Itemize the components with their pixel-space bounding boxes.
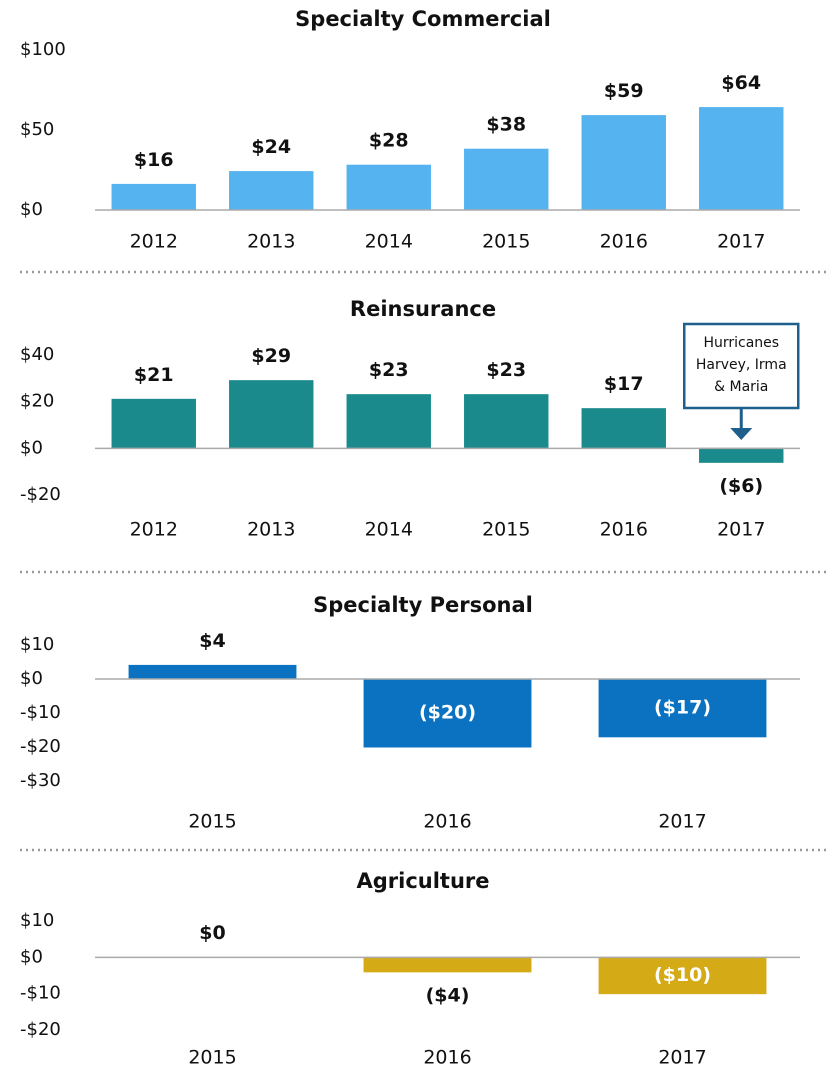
chart-title: Agriculture [356, 869, 489, 893]
value-label: $23 [369, 359, 409, 381]
value-label: $17 [604, 373, 644, 395]
annotation-text: & Maria [714, 379, 768, 395]
bar [464, 148, 549, 211]
y-tick-label: -$20 [20, 736, 61, 757]
x-tick-label: 2017 [658, 811, 706, 833]
value-label: $38 [486, 114, 526, 136]
value-label: ($6) [719, 475, 763, 497]
y-tick-label: -$20 [20, 1019, 61, 1040]
bar [464, 394, 549, 449]
x-tick-label: 2014 [365, 231, 413, 253]
bar [229, 380, 314, 449]
y-tick-label: $100 [20, 39, 66, 60]
y-tick-label: $0 [20, 199, 43, 220]
value-label: $59 [604, 80, 644, 102]
y-tick-label: $20 [20, 391, 54, 412]
x-tick-label: 2015 [482, 519, 530, 541]
bar [229, 171, 314, 211]
x-tick-label: 2016 [423, 811, 471, 833]
bar [581, 115, 666, 211]
bar [346, 164, 431, 211]
x-tick-label: 2013 [247, 519, 295, 541]
chart-title: Specialty Commercial [295, 7, 551, 31]
bar [581, 408, 666, 449]
x-tick-label: 2015 [188, 811, 236, 833]
value-label: $29 [251, 345, 291, 367]
x-tick-label: 2016 [423, 1047, 471, 1069]
x-tick-label: 2016 [600, 231, 648, 253]
value-label: $64 [721, 72, 761, 94]
annotation-text: Harvey, Irma [696, 357, 787, 373]
value-label: $28 [369, 130, 409, 152]
chart-title: Specialty Personal [313, 593, 533, 617]
x-tick-label: 2014 [365, 519, 413, 541]
y-tick-label: -$10 [20, 983, 61, 1004]
value-label: $23 [486, 359, 526, 381]
x-tick-label: 2013 [247, 231, 295, 253]
bar [111, 183, 196, 211]
value-label: $16 [134, 149, 174, 171]
y-tick-label: $0 [20, 946, 43, 967]
value-label: $21 [134, 364, 174, 386]
y-tick-label: $40 [20, 344, 54, 365]
bar [128, 664, 297, 680]
y-tick-label: $10 [20, 910, 54, 931]
x-tick-label: 2012 [130, 231, 178, 253]
value-label: ($17) [654, 696, 711, 718]
bar [363, 678, 532, 748]
bar [363, 956, 532, 973]
value-label: ($10) [654, 964, 711, 986]
y-tick-label: $0 [20, 437, 43, 458]
y-tick-label: $0 [20, 668, 43, 689]
value-label: ($4) [426, 984, 470, 1006]
annotation-text: Hurricanes [703, 335, 779, 351]
y-tick-label: $50 [20, 119, 54, 140]
x-tick-label: 2017 [717, 231, 765, 253]
x-tick-label: 2016 [600, 519, 648, 541]
annotation-box [683, 322, 800, 410]
bar [111, 398, 196, 449]
y-tick-label: $10 [20, 634, 54, 655]
bar [699, 447, 784, 463]
y-tick-label: -$10 [20, 702, 61, 723]
x-tick-label: 2012 [130, 519, 178, 541]
value-label: $0 [199, 922, 225, 944]
y-tick-label: -$30 [20, 770, 61, 791]
chart-title: Reinsurance [350, 297, 496, 321]
value-label: ($20) [419, 702, 476, 724]
x-tick-label: 2017 [658, 1047, 706, 1069]
x-tick-label: 2015 [482, 231, 530, 253]
bar [346, 394, 431, 449]
annotation-arrowhead [730, 428, 753, 440]
value-label: $24 [251, 136, 291, 158]
x-tick-label: 2017 [717, 519, 765, 541]
value-label: $4 [199, 630, 225, 652]
x-tick-label: 2015 [188, 1047, 236, 1069]
bar [699, 107, 784, 211]
y-tick-label: -$20 [20, 484, 61, 505]
